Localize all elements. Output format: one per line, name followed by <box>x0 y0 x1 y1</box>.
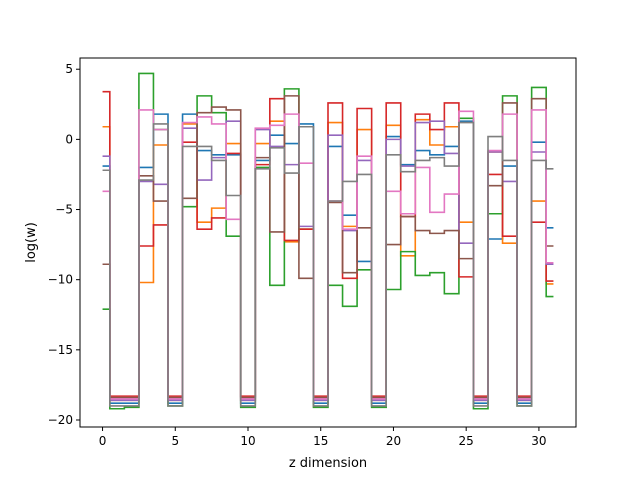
x-tick-label: 30 <box>531 434 546 448</box>
y-ticks: 5 0 −5 −10 −15 −20 <box>48 62 80 427</box>
x-tick-label: 5 <box>171 434 179 448</box>
x-tick-label: 15 <box>313 434 328 448</box>
series-line-8 <box>102 121 554 407</box>
y-tick-label: −20 <box>48 413 73 427</box>
y-tick-label: −10 <box>48 273 73 287</box>
series-layer <box>102 72 554 410</box>
plot-frame <box>79 57 577 428</box>
x-tick-label: 20 <box>386 434 401 448</box>
y-tick-label: −15 <box>48 343 73 357</box>
x-tick-label: 10 <box>240 434 255 448</box>
y-tick-label: −5 <box>55 203 73 217</box>
y-axis-label: log(w) <box>24 222 39 263</box>
y-tick-label: 0 <box>65 132 73 146</box>
x-tick-label: 0 <box>99 434 107 448</box>
x-axis-label: z dimension <box>289 456 367 471</box>
x-ticks: 0 5 10 15 20 25 30 <box>99 427 547 448</box>
x-tick-label: 25 <box>459 434 474 448</box>
y-tick-label: 5 <box>65 62 73 76</box>
